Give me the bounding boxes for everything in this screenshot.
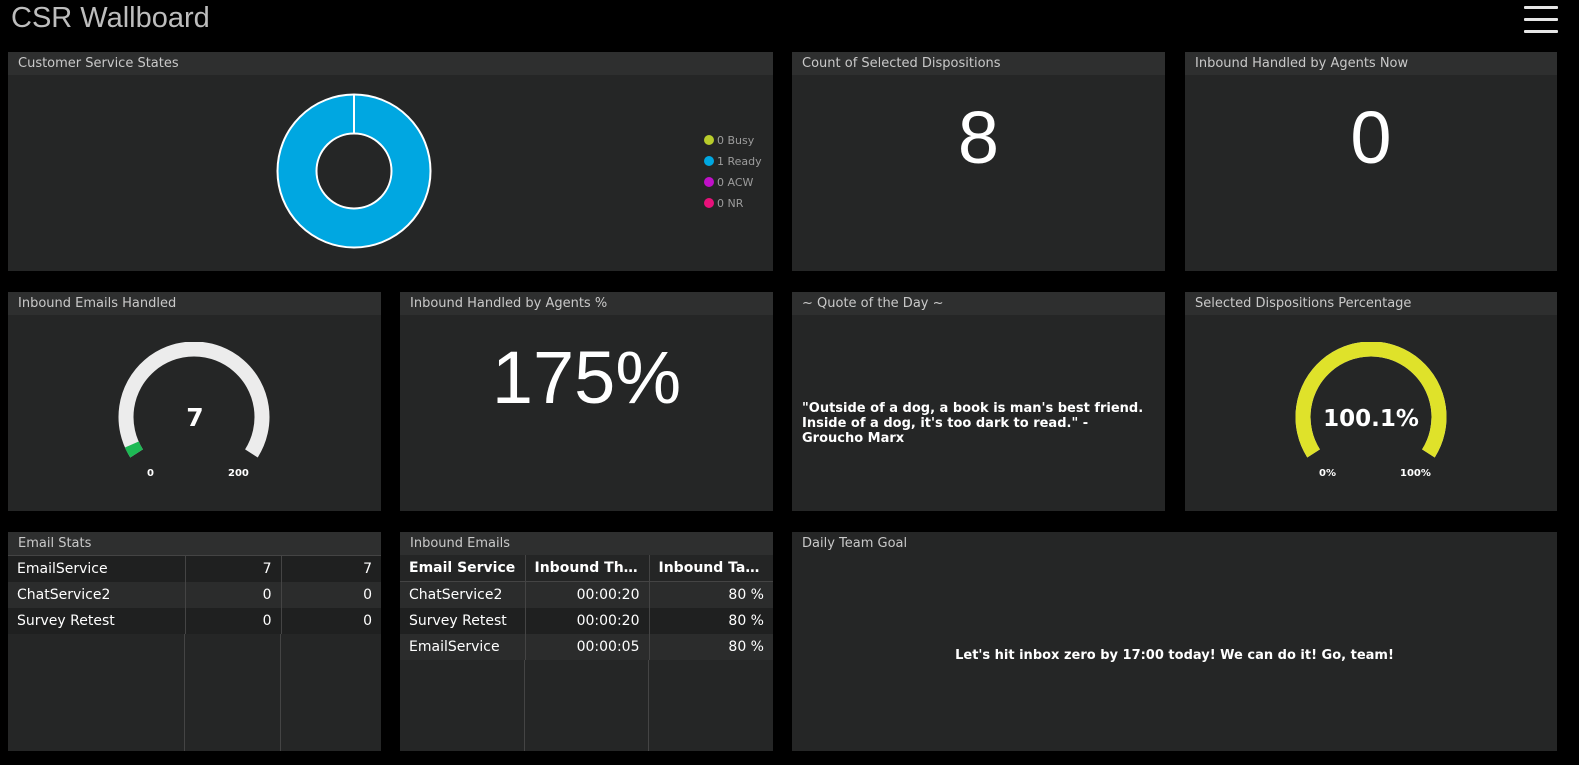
column-header[interactable]: Inbound Thresh... <box>524 555 649 582</box>
daily-goal-text: Let's hit inbox zero by 17:00 today! We … <box>955 648 1394 663</box>
table-cell: 00:00:20 <box>524 581 649 608</box>
table-cell: 00:00:05 <box>524 634 649 660</box>
legend-item-acw: 0 ACW <box>704 176 753 189</box>
nr-dot-icon <box>704 198 714 208</box>
email-stats-table: EmailService 7 7 ChatService2 0 0 Survey… <box>8 556 381 634</box>
acw-dot-icon <box>704 177 714 187</box>
table-cell: 0 <box>184 582 281 608</box>
gauge-fill <box>1295 342 1447 458</box>
table-cell: 0 <box>184 608 281 634</box>
inbound-now-panel: Inbound Handled by Agents Now 0 <box>1185 52 1557 271</box>
table-row: ChatService2 0 0 <box>8 582 381 608</box>
table-cell: 80 % <box>648 634 773 660</box>
table-row: Survey Retest 00:00:20 80 % <box>400 608 773 634</box>
table-cell: 0 <box>280 608 381 634</box>
panel-title: Count of Selected Dispositions <box>792 52 1165 75</box>
table-cell: Survey Retest <box>8 608 185 634</box>
inbound-emails-panel: Inbound Emails Email Service Inbound Thr… <box>400 532 773 751</box>
inbound-emails-handled-panel: Inbound Emails Handled 7 0 200 <box>8 292 381 511</box>
emails-gauge <box>118 342 270 458</box>
gauge-value: 7 <box>186 403 204 432</box>
column-header[interactable]: Email Service <box>400 555 525 582</box>
table-cell: 7 <box>184 556 281 582</box>
table-cell: 0 <box>280 582 381 608</box>
column-header[interactable]: Inbound Target <box>648 555 773 582</box>
dispositions-pct-panel: Selected Dispositions Percentage 100.1% … <box>1185 292 1557 511</box>
page-title: CSR Wallboard <box>11 2 210 34</box>
dispositions-gauge <box>1295 342 1447 458</box>
table-row: EmailService 7 7 <box>8 556 381 582</box>
inbound-emails-table: Email Service Inbound Thresh... Inbound … <box>400 555 773 660</box>
panel-title: Selected Dispositions Percentage <box>1185 292 1557 315</box>
panel-title: ~ Quote of the Day ~ <box>792 292 1165 315</box>
email-stats-panel: Email Stats EmailService 7 7 ChatService… <box>8 532 381 751</box>
gauge-min-label: 0 <box>147 468 154 479</box>
table-cell: EmailService <box>400 634 525 660</box>
table-cell: ChatService2 <box>400 581 525 608</box>
panel-title: Inbound Emails <box>400 532 773 555</box>
panel-title: Inbound Handled by Agents Now <box>1185 52 1557 75</box>
quote-text: "Outside of a dog, a book is man's best … <box>802 401 1144 446</box>
legend-item-busy: 0 Busy <box>704 134 754 147</box>
ready-dot-icon <box>704 156 714 166</box>
inbound-pct-value: 175% <box>491 336 682 419</box>
table-row: ChatService2 00:00:20 80 % <box>400 581 773 608</box>
gauge-max-label: 100% <box>1400 468 1431 479</box>
daily-goal-panel: Daily Team Goal Let's hit inbox zero by … <box>792 532 1557 751</box>
table-cell: 00:00:20 <box>524 608 649 634</box>
table-header-row: Email Service Inbound Thresh... Inbound … <box>400 555 773 582</box>
table-cell: EmailService <box>8 556 185 582</box>
inbound-pct-panel: Inbound Handled by Agents % 175% <box>400 292 773 511</box>
quote-panel: ~ Quote of the Day ~ "Outside of a dog, … <box>792 292 1165 511</box>
table-cell: 7 <box>280 556 381 582</box>
legend-item-ready: 1 Ready <box>704 155 762 168</box>
table-cell: Survey Retest <box>400 608 525 634</box>
table-row: Survey Retest 0 0 <box>8 608 381 634</box>
gauge-value: 100.1% <box>1323 406 1419 432</box>
gauge-fill <box>124 441 143 458</box>
busy-dot-icon <box>704 135 714 145</box>
gauge-min-label: 0% <box>1319 468 1336 479</box>
states-donut-chart <box>276 93 432 249</box>
table-row: EmailService 00:00:05 80 % <box>400 634 773 660</box>
count-dispositions-panel: Count of Selected Dispositions 8 <box>792 52 1165 271</box>
panel-title: Daily Team Goal <box>792 532 1557 555</box>
table-cell: ChatService2 <box>8 582 185 608</box>
panel-title: Inbound Emails Handled <box>8 292 381 315</box>
customer-states-panel: Customer Service States 0 Busy 1 Ready 0… <box>8 52 773 271</box>
table-cell: 80 % <box>648 608 773 634</box>
legend-item-nr: 0 NR <box>704 197 743 210</box>
count-dispositions-value: 8 <box>957 96 1000 179</box>
panel-title: Inbound Handled by Agents % <box>400 292 773 315</box>
gauge-max-label: 200 <box>228 468 249 479</box>
panel-title: Customer Service States <box>8 52 773 75</box>
hamburger-menu-icon[interactable] <box>1524 6 1558 33</box>
table-cell: 80 % <box>648 581 773 608</box>
inbound-now-value: 0 <box>1350 96 1392 179</box>
panel-title: Email Stats <box>8 532 381 556</box>
